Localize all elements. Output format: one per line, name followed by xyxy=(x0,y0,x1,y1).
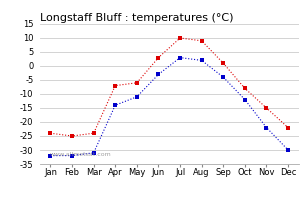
Text: Longstaff Bluff : temperatures (°C): Longstaff Bluff : temperatures (°C) xyxy=(40,13,233,23)
Text: www.allmetsat.com: www.allmetsat.com xyxy=(50,152,112,157)
